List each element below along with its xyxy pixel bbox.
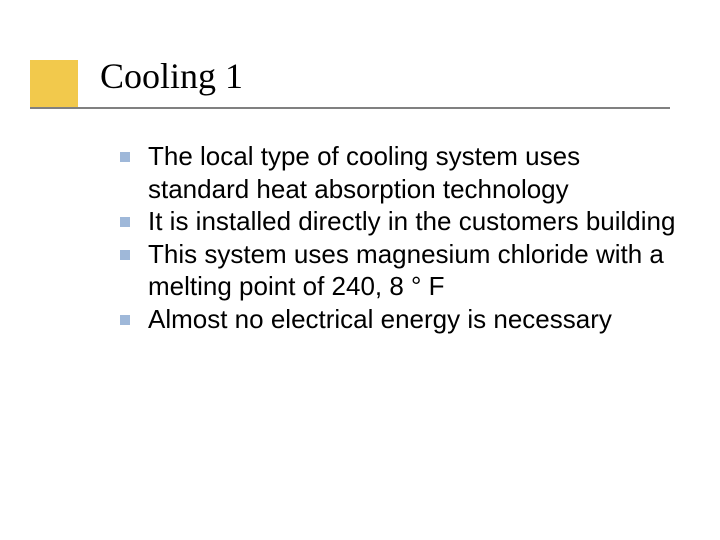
bullet-square-icon — [120, 315, 130, 325]
bullet-square-icon — [120, 152, 130, 162]
list-item: It is installed directly in the customer… — [120, 205, 680, 238]
list-item: The local type of cooling system uses st… — [120, 140, 680, 205]
bullet-square-icon — [120, 250, 130, 260]
slide-title: Cooling 1 — [100, 55, 243, 97]
title-area: Cooling 1 — [100, 55, 243, 97]
title-underline — [30, 107, 670, 109]
bullet-text: It is installed directly in the customer… — [148, 205, 675, 238]
content-area: The local type of cooling system uses st… — [120, 140, 680, 335]
bullet-square-icon — [120, 217, 130, 227]
bullet-text: Almost no electrical energy is necessary — [148, 303, 612, 336]
title-accent-square — [30, 60, 78, 108]
list-item: This system uses magnesium chloride with… — [120, 238, 680, 303]
list-item: Almost no electrical energy is necessary — [120, 303, 680, 336]
slide-container: Cooling 1 The local type of cooling syst… — [0, 0, 720, 540]
bullet-text: This system uses magnesium chloride with… — [148, 238, 680, 303]
bullet-text: The local type of cooling system uses st… — [148, 140, 680, 205]
